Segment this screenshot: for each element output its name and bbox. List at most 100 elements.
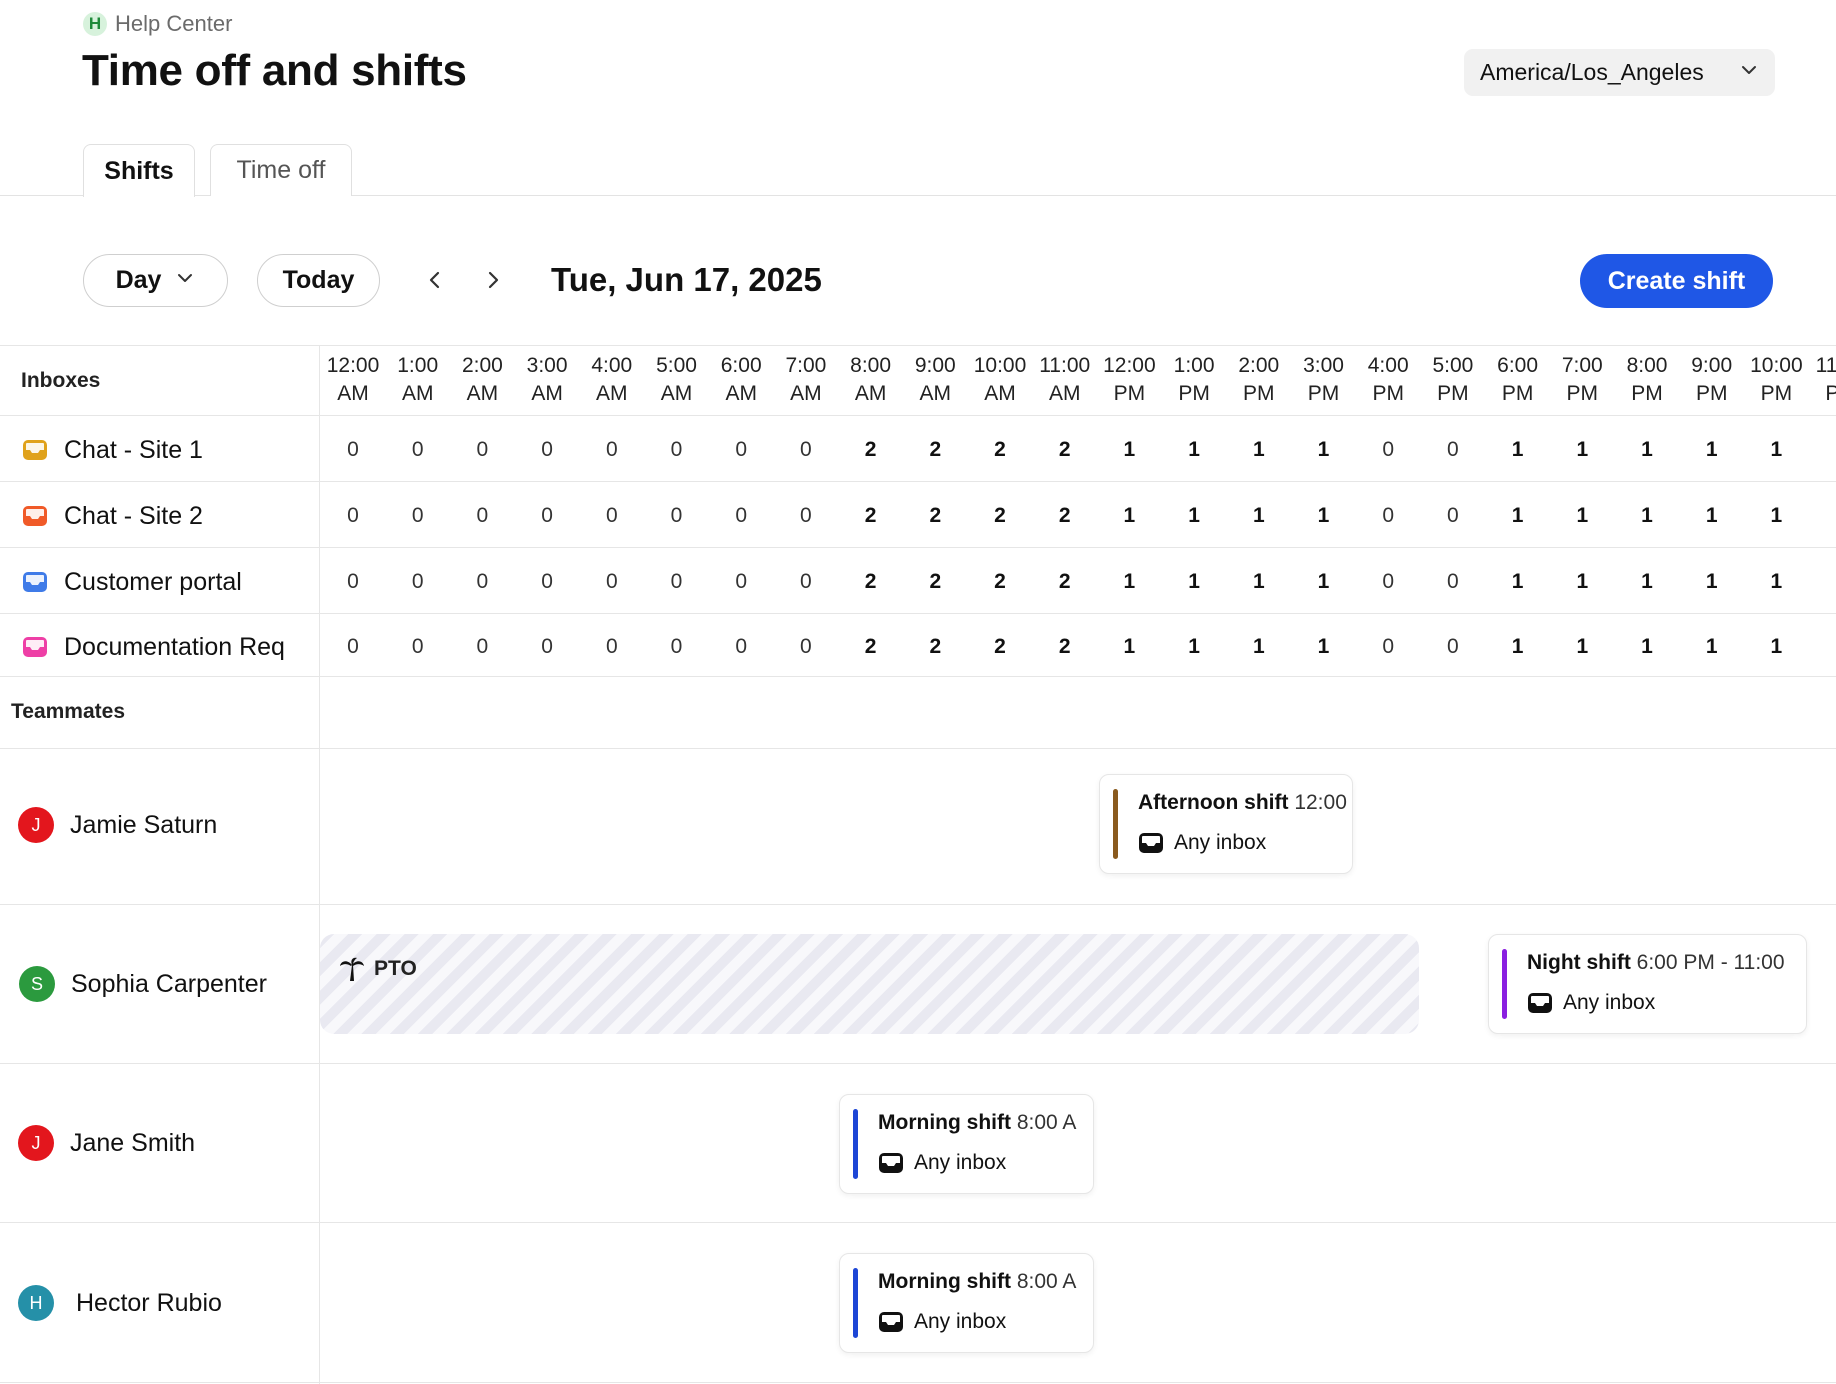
coverage-count: 1 <box>1705 570 1718 593</box>
tab-shifts[interactable]: Shifts <box>83 144 195 197</box>
hour-header: 11:00 AM <box>1033 352 1097 408</box>
coverage-count: 1 <box>1641 570 1653 593</box>
shift-color-bar <box>853 1268 858 1338</box>
previous-day-button[interactable] <box>417 262 453 298</box>
coverage-count: 0 <box>1382 504 1395 527</box>
shift-inbox-label: Any inbox <box>914 1310 1007 1333</box>
tab-time-off[interactable]: Time off <box>210 144 352 196</box>
view-select-label: Day <box>115 266 162 294</box>
coverage-count: 2 <box>994 438 1006 461</box>
coverage-count: 0 <box>800 438 812 461</box>
grid-divider <box>0 676 1836 677</box>
hour-period: PM <box>1760 382 1793 405</box>
avatar: J <box>18 1125 54 1161</box>
inbox-name: Customer portal <box>64 567 242 596</box>
coverage-count: 0 <box>347 635 359 658</box>
hour-header: 3:00 PM <box>1292 352 1356 408</box>
pto-text: PTO <box>374 957 417 980</box>
coverage-count: 1 <box>1252 570 1265 593</box>
shift-card-morning-jane[interactable]: Morning shift 8:00 A Any inbox <box>839 1094 1094 1194</box>
shift-card-afternoon[interactable]: Afternoon shift 12:00 Any inbox <box>1099 774 1353 874</box>
view-select[interactable]: Day <box>83 254 228 307</box>
coverage-count: 0 <box>476 570 489 593</box>
teammate-name: Jane Smith <box>70 1128 196 1157</box>
palm-tree-icon <box>340 957 364 981</box>
inbox-row-label[interactable]: Documentation Req <box>22 632 285 662</box>
hour-header: 11:00 PM <box>1809 352 1836 408</box>
hour-period: PM <box>1307 382 1340 405</box>
today-button[interactable]: Today <box>257 254 380 307</box>
hour-header: 9:00 AM <box>903 352 967 408</box>
teammate-row-sophia-carpenter[interactable]: S Sophia Carpenter <box>19 964 267 1004</box>
hour-header: 4:00 PM <box>1356 352 1420 408</box>
inbox-icon <box>879 1312 903 1332</box>
coverage-count: 2 <box>1058 635 1071 658</box>
shift-card-night[interactable]: Night shift 6:00 PM - 11:00 Any inbox <box>1488 934 1807 1034</box>
coverage-count: 1 <box>1641 635 1653 658</box>
coverage-count: 1 <box>1705 438 1718 461</box>
hour-time: 9:00 <box>1691 354 1733 377</box>
hour-time: 8:00 <box>1626 354 1668 377</box>
hour-time: 10:00 <box>973 354 1027 377</box>
hour-period: AM <box>531 382 563 405</box>
coverage-count: 1 <box>1511 438 1524 461</box>
hour-time: 8:00 <box>850 354 892 377</box>
hour-period: AM <box>660 382 693 405</box>
grid-divider <box>0 904 1836 905</box>
hour-period: AM <box>466 382 499 405</box>
shift-card-morning-hector[interactable]: Morning shift 8:00 A Any inbox <box>839 1253 1094 1353</box>
timezone-select[interactable]: America/Los_Angeles <box>1464 49 1775 96</box>
hour-header: 5:00 AM <box>645 352 709 408</box>
hour-time: 12:00 <box>1103 354 1156 377</box>
teammate-row-jamie-saturn[interactable]: J Jamie Saturn <box>18 805 217 845</box>
coverage-count: 2 <box>929 504 942 527</box>
teammate-row-jane-smith[interactable]: J Jane Smith <box>18 1123 195 1163</box>
hour-time: 10:00 <box>1750 354 1803 377</box>
breadcrumb-label[interactable]: Help Center <box>115 11 233 36</box>
hour-header: 2:00 PM <box>1227 352 1291 408</box>
coverage-count: 1 <box>1123 438 1136 461</box>
next-day-button[interactable] <box>475 262 511 298</box>
shift-color-bar <box>1502 949 1507 1019</box>
coverage-count: 0 <box>411 635 424 658</box>
inbox-row-label[interactable]: Chat - Site 1 <box>22 435 203 465</box>
inbox-row-label[interactable]: Customer portal <box>22 567 242 597</box>
grid-divider <box>0 345 1836 346</box>
coverage-count: 1 <box>1188 635 1200 658</box>
hour-header: 12:00 PM <box>1097 352 1161 408</box>
coverage-count: 0 <box>735 438 748 461</box>
coverage-count: 0 <box>800 635 812 658</box>
coverage-count: 0 <box>605 570 618 593</box>
hour-time: 3:00 <box>1303 354 1344 377</box>
coverage-count: 2 <box>994 570 1006 593</box>
hour-header: 6:00 PM <box>1486 352 1550 408</box>
coverage-count: 1 <box>1123 635 1136 658</box>
coverage-count: 0 <box>1447 570 1459 593</box>
coverage-count: 1 <box>1123 504 1136 527</box>
coverage-count: 0 <box>541 570 553 593</box>
pto-block[interactable] <box>320 934 1419 1034</box>
create-shift-button[interactable]: Create shift <box>1580 254 1773 308</box>
coverage-count: 1 <box>1770 438 1783 461</box>
coverage-count: 0 <box>735 504 748 527</box>
coverage-count: 0 <box>1447 438 1459 461</box>
hour-period: AM <box>725 382 757 405</box>
breadcrumb[interactable]: H Help Center <box>83 10 232 38</box>
shift-inbox: Any inbox <box>878 1151 1006 1175</box>
coverage-count: 1 <box>1188 504 1200 527</box>
coverage-count: 1 <box>1188 570 1200 593</box>
page-title: Time off and shifts <box>82 46 467 95</box>
coverage-count: 0 <box>541 635 553 658</box>
shift-name: Night shift <box>1527 951 1631 974</box>
avatar: S <box>19 966 55 1002</box>
coverage-count: 1 <box>1511 570 1524 593</box>
hour-period: AM <box>1048 382 1081 405</box>
hour-period: PM <box>1113 382 1146 405</box>
coverage-count: 0 <box>347 438 359 461</box>
teammate-row-hector-rubio[interactable]: H Hector Rubio <box>18 1283 222 1323</box>
inbox-row-label[interactable]: Chat - Site 2 <box>22 501 203 531</box>
coverage-count: 2 <box>1058 570 1071 593</box>
shift-name: Afternoon shift <box>1138 791 1289 814</box>
coverage-count: 0 <box>1447 504 1459 527</box>
hour-header: 1:00 AM <box>386 352 450 408</box>
